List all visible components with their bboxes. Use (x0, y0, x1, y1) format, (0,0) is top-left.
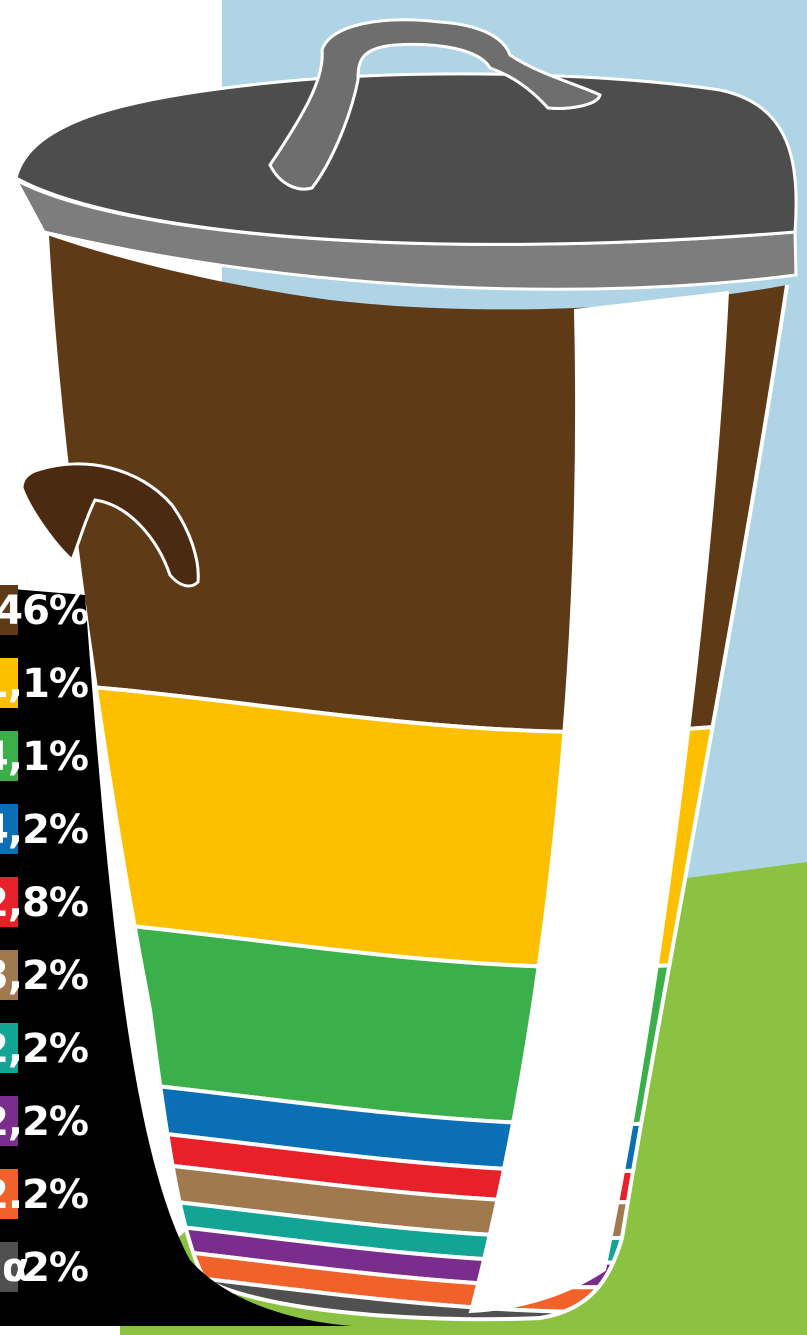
category-fragment-10: α (2, 1245, 28, 1291)
label-swatch-3 (0, 731, 18, 781)
side-handle (20, 462, 200, 588)
label-swatch-10 (0, 1242, 18, 1292)
value-labels: 46% 21,1% 14,1% 4,2% 2,8% 3,2% 2,2% 2,2% 2.2% α2% (0, 585, 89, 1292)
value-label-4: 4,2% (0, 807, 88, 853)
trash-can-outline (45, 234, 789, 1322)
value-label-6: 3,2% (0, 953, 88, 999)
lid-top (14, 72, 798, 246)
value-label-7: 2,2% (0, 1026, 88, 1072)
value-label-10: 2% (22, 1245, 88, 1291)
label-swatch-1 (0, 585, 18, 635)
value-label-1: 46% (0, 588, 88, 634)
value-label-9: 2.2% (0, 1172, 88, 1218)
label-swatch-7 (0, 1023, 18, 1073)
value-label-5: 2,8% (0, 880, 88, 926)
value-label-2: 21,1% (0, 661, 88, 707)
label-swatch-4 (0, 804, 18, 854)
label-swatch-5 (0, 877, 18, 927)
value-label-8: 2,2% (0, 1099, 88, 1145)
label-swatch-2 (0, 658, 18, 708)
label-swatch-9 (0, 1169, 18, 1219)
label-swatch-6 (0, 950, 18, 1000)
label-swatch-8 (0, 1096, 18, 1146)
highlight-stripe (468, 290, 730, 1314)
label-bar (0, 588, 352, 1326)
lid-handle (268, 18, 602, 191)
value-label-3: 14,1% (0, 734, 88, 780)
